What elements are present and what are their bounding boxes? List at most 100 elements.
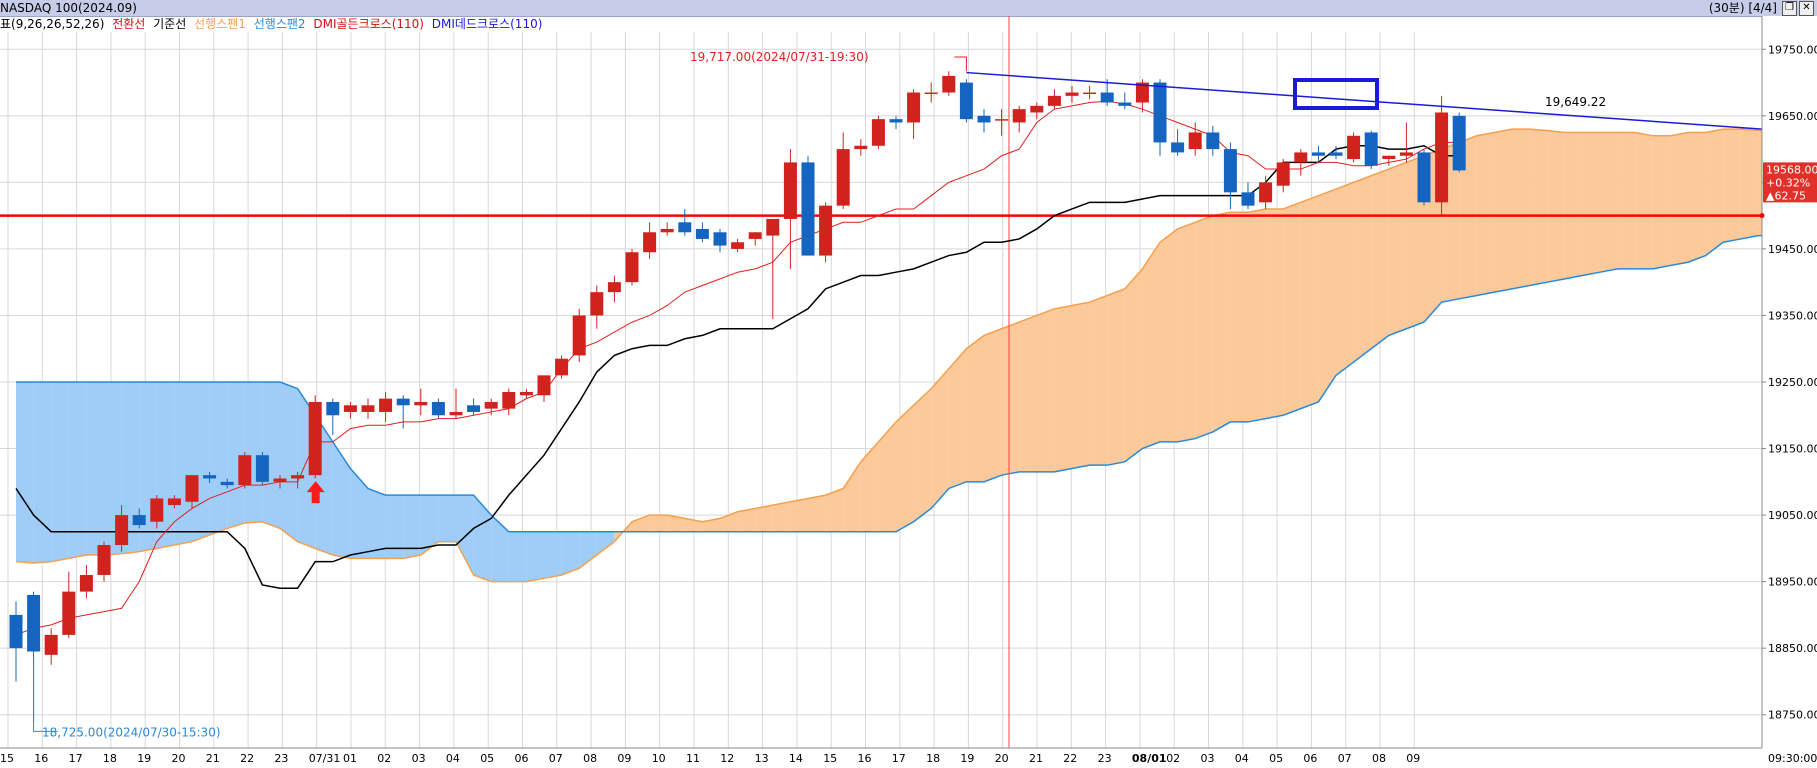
cloud-segment [772,501,791,532]
candle-body [1083,92,1097,95]
price-axis-bg [1762,16,1817,768]
candle [1083,85,1097,100]
candle-body [731,242,745,249]
candle-body [1347,135,1361,160]
time-tick-label: 18 [926,752,940,765]
cloud-segment [667,515,685,532]
candle-body [1171,142,1185,153]
candle-body [1135,82,1149,103]
grid [0,32,1762,748]
candle [1382,155,1396,166]
time-tick-label: 22 [240,752,254,765]
cloud-segment [139,382,157,552]
candle-body [519,391,533,396]
candle [1435,95,1449,216]
candle [748,232,762,246]
cloud-segment [1177,222,1196,442]
legend-dmi-golden-cross[interactable]: DMI골든크로스(110) [313,17,424,31]
close-button[interactable]: ✕ [1799,1,1814,16]
candle [203,471,217,484]
restore-button[interactable]: ❐ [1782,1,1797,16]
cloud-segment [1564,132,1583,279]
cloud-segment [1371,169,1389,349]
cloud-segment [1248,208,1266,422]
candle-body [1259,182,1273,203]
cloud-segment [16,382,34,564]
cloud-segment [596,531,615,556]
cloud-segment [1212,212,1231,432]
candle [150,495,164,529]
candle-body [607,282,621,293]
time-tick-label: 16 [34,752,48,765]
candle-body [238,455,252,486]
candle-body [1118,102,1132,106]
candle [995,109,1009,136]
cloud-segment [1107,288,1125,466]
candle [1259,175,1273,209]
cloud-segment [456,495,474,575]
candle-body [977,115,991,123]
cloud-segment [561,531,580,575]
last-price-value: 19568.00 [1766,163,1817,176]
legend-span1[interactable]: 선행스팬1 [194,17,246,31]
candle [484,398,498,416]
candle [625,248,639,286]
indicator-legend: 표(9,26,26,52,26) 전환선 기준선 선행스팬1 선행스팬2 DMI… [0,16,546,32]
cloud-segment [1547,130,1565,283]
candle [1171,129,1185,156]
candle [731,238,745,253]
cloud-segment [68,382,87,559]
time-tick-label: 03 [1201,752,1215,765]
candle [1065,85,1079,103]
cloud-segment [825,488,844,532]
candle-body [1364,132,1378,166]
candle [431,398,445,419]
price-tick-label: 19350.00 [1768,309,1817,322]
candle-body [150,498,164,522]
candle-body [1065,92,1079,96]
time-tick-label: 07 [549,752,563,765]
cloud-segment [385,495,404,559]
candle-body [1030,105,1044,113]
candle [871,115,885,150]
cloud-segment [1512,129,1530,289]
candle-body [308,401,322,476]
candle-body [79,574,93,592]
cloud-segment [403,495,421,559]
time-tick-label: 06 [515,752,529,765]
candle [766,218,780,319]
candle [9,601,23,682]
time-tick-label: 11 [686,752,700,765]
candle [1241,182,1255,209]
cloud-segment [86,382,104,556]
cloud-segment [438,495,456,542]
legend-conversion-line[interactable]: 전환선 [112,17,146,31]
cloud-segment [1195,215,1213,439]
legend-dmi-dead-cross[interactable]: DMI데드크로스(110) [431,17,543,31]
cloud-segment [737,508,756,532]
candle [115,505,129,552]
candle-body [203,475,217,479]
candles [9,71,1466,722]
cloud-segment [1529,129,1548,286]
candle-body [484,401,498,409]
candle [1276,159,1290,193]
candle [79,565,93,599]
time-tick-label: 19 [137,752,151,765]
candle [379,391,393,422]
candle-body [379,398,393,412]
interval-indicator[interactable]: (30분) [4/4] [1708,1,1777,15]
time-tick-label: 16 [858,752,872,765]
time-tick-label: 13 [755,752,769,765]
candle-body [748,232,762,239]
candle [854,139,868,156]
time-tick-label: 04 [1235,752,1249,765]
legend-span2[interactable]: 선행스팬2 [253,17,306,31]
cloud-segment [156,382,175,549]
legend-params: 표(9,26,26,52,26) [0,17,105,31]
time-tick-label: 01 [343,752,357,765]
legend-base-line[interactable]: 기준선 [153,17,187,31]
candle [132,508,146,529]
candle-body [625,252,639,283]
